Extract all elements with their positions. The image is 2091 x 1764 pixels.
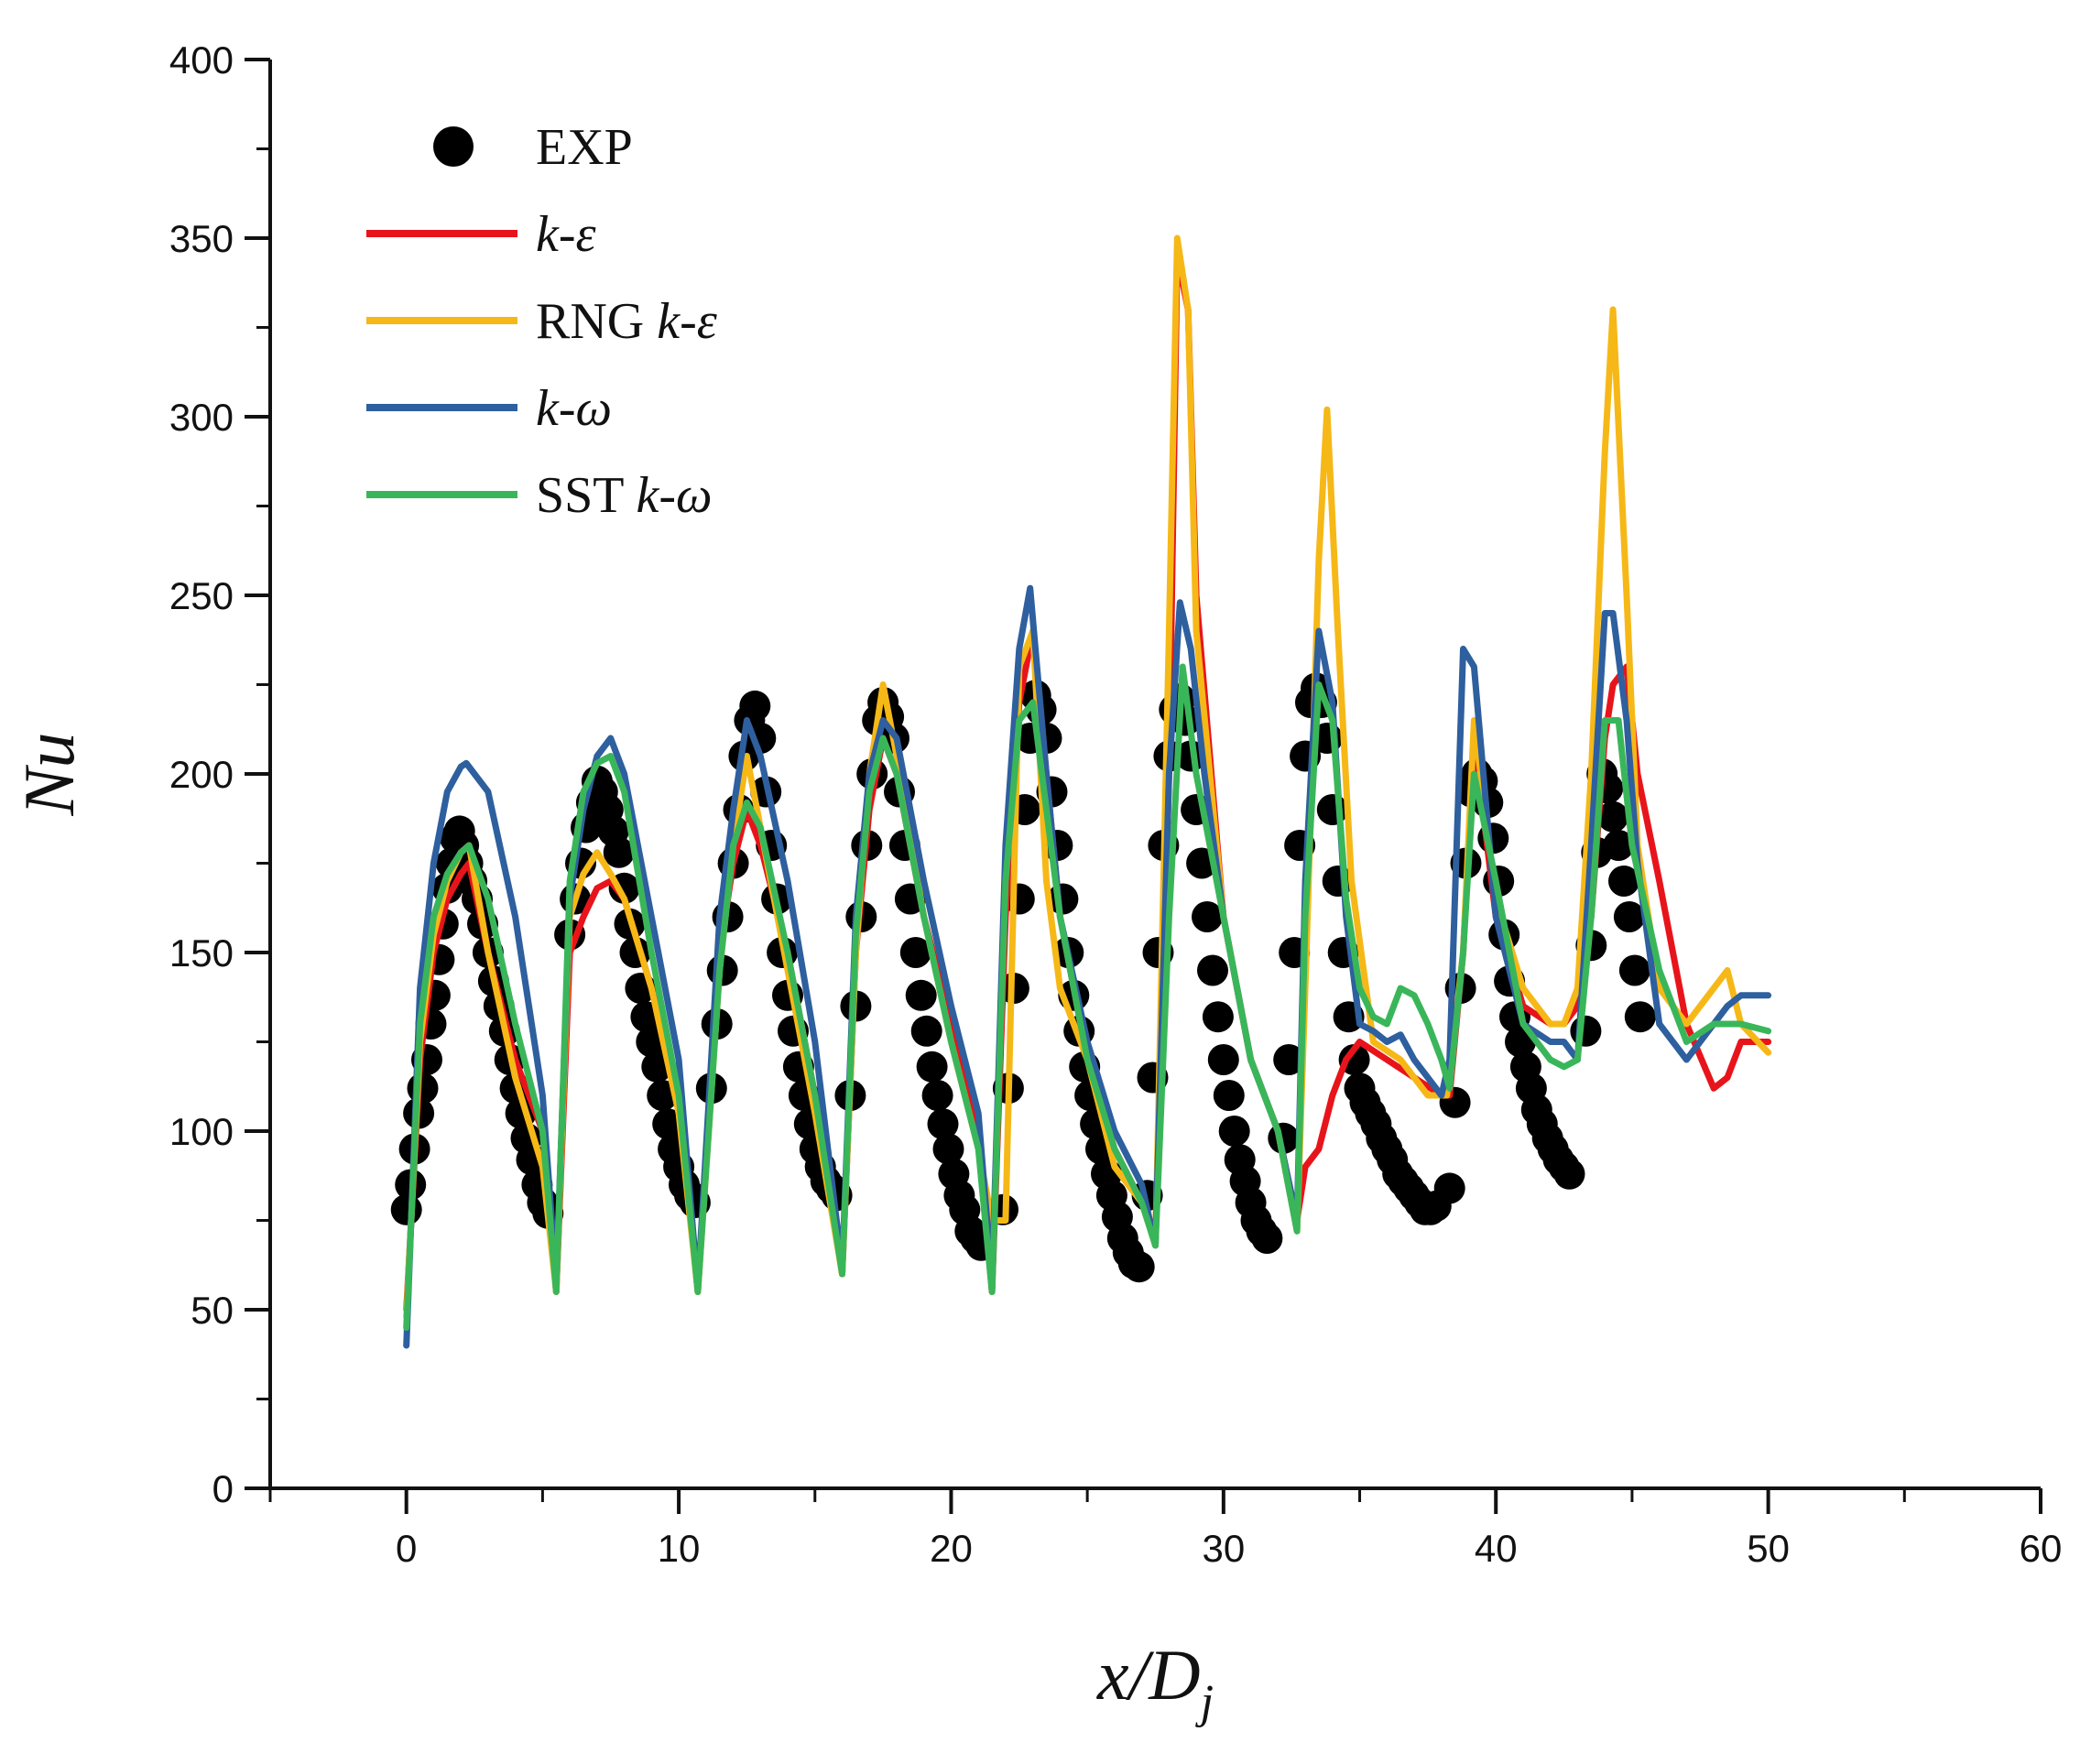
legend-label-rng: RNG k-ε <box>536 293 718 350</box>
x-tick-label: 0 <box>396 1527 417 1570</box>
exp-data-point <box>652 1108 684 1140</box>
exp-data-point <box>916 1051 948 1083</box>
legend-label-plain: RNG <box>536 293 657 350</box>
exp-data-point <box>1202 1001 1234 1033</box>
exp-data-point <box>603 836 635 868</box>
exp-data-point <box>1273 1044 1305 1075</box>
exp-data-point <box>1618 954 1650 986</box>
x-tick-label: 40 <box>1475 1527 1518 1570</box>
exp-data-point <box>1433 1172 1465 1204</box>
exp-data-point <box>905 979 937 1011</box>
exp-data-point <box>1197 954 1228 986</box>
exp-data-point <box>1613 901 1645 932</box>
legend-label-plain: EXP <box>536 119 633 176</box>
exp-data-point <box>932 1133 964 1165</box>
exp-data-point <box>1603 830 1635 861</box>
exp-data-point <box>1316 794 1348 825</box>
series-line-kw <box>403 584 1772 1349</box>
x-axis-title-main: x/D <box>1096 1635 1201 1715</box>
legend-label-italic: k-ε <box>657 293 718 350</box>
x-axis-title: x/Dj <box>1096 1635 1214 1728</box>
exp-data-point <box>921 1080 953 1111</box>
exp-data-point <box>1624 1001 1656 1033</box>
y-tick-label: 350 <box>169 217 234 260</box>
x-tick-label: 10 <box>658 1527 701 1570</box>
exp-data-point <box>910 1015 942 1047</box>
y-axis-title: Nu <box>9 732 89 816</box>
series-lines <box>403 234 1772 1349</box>
exp-data-point <box>899 937 931 968</box>
y-tick-label: 100 <box>169 1110 234 1153</box>
legend-label-sst: SST k-ω <box>536 467 713 524</box>
y-tick-label: 200 <box>169 753 234 796</box>
axes: 0 50 100 150 200 250 300 350 400 0 10 20 30 40 50 60 <box>169 38 2062 1570</box>
exp-data-point <box>739 690 771 722</box>
x-tick-label: 20 <box>930 1527 973 1570</box>
exp-data-point <box>1553 1158 1585 1190</box>
exp-data-point <box>1207 1044 1239 1075</box>
x-tick-label: 50 <box>1747 1527 1790 1570</box>
y-tick-label: 300 <box>169 396 234 439</box>
y-tick-label: 0 <box>212 1467 234 1510</box>
y-tick-label: 400 <box>169 38 234 82</box>
x-tick-label: 30 <box>1202 1527 1245 1570</box>
exp-data-point <box>407 1073 439 1105</box>
legend-label-plain: SST <box>536 467 636 524</box>
exp-data-point <box>1192 901 1223 932</box>
exp-data-point <box>927 1108 959 1140</box>
x-axis-title-subscript: j <box>1195 1676 1214 1728</box>
series-line-sst <box>403 663 1772 1331</box>
exp-data-point <box>1251 1223 1283 1254</box>
y-tick-label: 50 <box>191 1289 234 1332</box>
y-tick-label: 150 <box>169 931 234 975</box>
exp-data-point <box>1123 1251 1155 1283</box>
legend-label-kw: k-ω <box>536 380 612 437</box>
y-tick-label: 250 <box>169 574 234 617</box>
exp-data-point <box>1213 1080 1245 1111</box>
exp-data-point <box>1597 800 1629 833</box>
legend-label-exp: EXP <box>536 119 633 176</box>
legend-label-italic: k-ε <box>536 206 597 263</box>
x-tick-label: 60 <box>2020 1527 2063 1570</box>
exp-data-point <box>1218 1116 1250 1147</box>
exp-data-point <box>1570 1015 1602 1047</box>
legend-label-italic: k-ω <box>536 380 612 437</box>
legend-label-ke: k-ε <box>536 206 597 263</box>
legend-label-italic: k-ω <box>636 467 712 524</box>
exp-data-point <box>1608 866 1639 897</box>
legend-marker-exp <box>433 126 474 167</box>
